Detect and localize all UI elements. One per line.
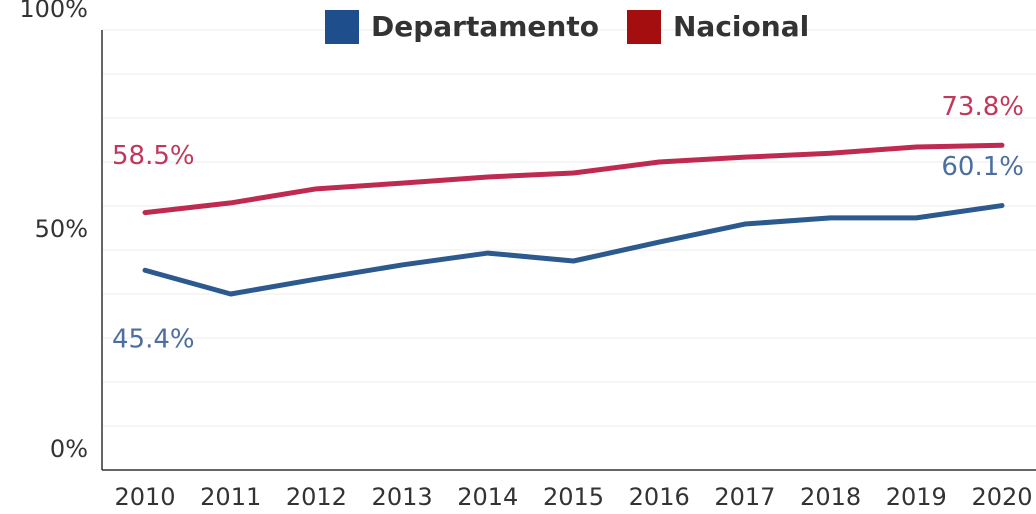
- x-tick-label: 2019: [886, 483, 947, 511]
- data-label: 73.8%: [941, 92, 1024, 122]
- data-label: 58.5%: [112, 141, 195, 171]
- data-label: 60.1%: [941, 152, 1024, 182]
- line-series: [142, 142, 1005, 216]
- y-tick-label: 50%: [35, 215, 88, 243]
- y-tick-label: 0%: [50, 435, 88, 463]
- legend-label: Nacional: [673, 10, 809, 43]
- x-tick-label: 2020: [971, 483, 1032, 511]
- legend-swatch: [325, 10, 359, 44]
- x-tick-label: 2013: [372, 483, 433, 511]
- x-tick-label: 2014: [457, 483, 518, 511]
- x-tick-label: 2015: [543, 483, 604, 511]
- x-tick-label: 2010: [114, 483, 175, 511]
- data-label: 45.4%: [112, 325, 195, 355]
- x-tick-label: 2017: [714, 483, 775, 511]
- legend-swatch: [627, 10, 661, 44]
- x-tick-label: 2011: [200, 483, 261, 511]
- line-series: [142, 203, 1005, 297]
- legend-label: Departamento: [371, 10, 599, 43]
- x-tick-label: 2012: [286, 483, 347, 511]
- x-tick-label: 2018: [800, 483, 861, 511]
- y-tick-label: 100%: [19, 0, 88, 23]
- x-tick-label: 2016: [629, 483, 690, 511]
